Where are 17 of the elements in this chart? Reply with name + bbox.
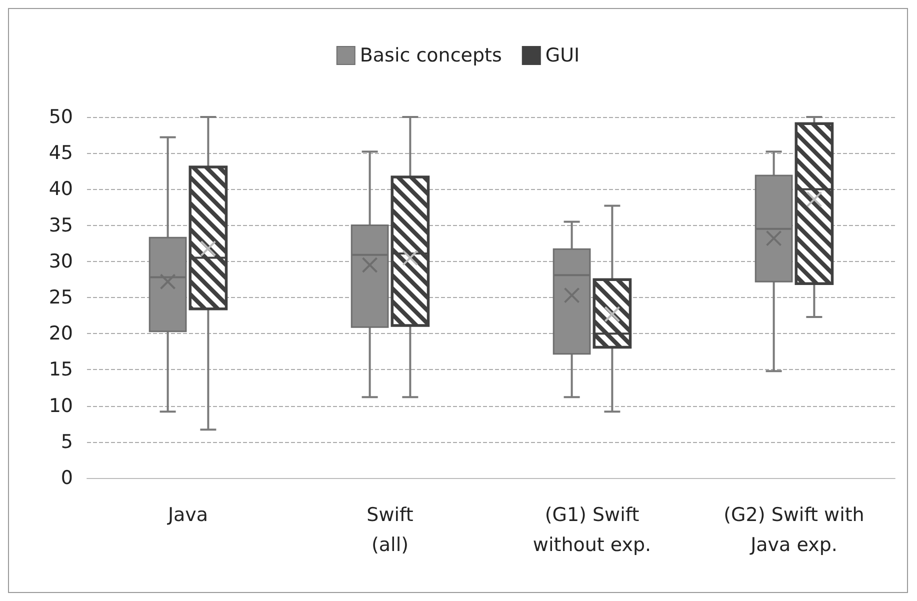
- x-tick-label: Java: [166, 504, 208, 526]
- y-tick-label: 50: [48, 106, 73, 128]
- x-tick-label: (G2) Swift with Java exp.: [724, 504, 864, 556]
- x-tick-label: Swift (all): [366, 504, 414, 556]
- y-tick-label: 30: [48, 250, 73, 272]
- y-tick-label: 45: [48, 142, 73, 164]
- y-tick-label: 35: [48, 214, 73, 236]
- y-tick-label: 40: [48, 178, 73, 200]
- y-tick-label: 0: [60, 467, 73, 489]
- y-tick-label: 5: [60, 430, 73, 453]
- x-tick-label: (G1) Swift without exp.: [532, 504, 652, 556]
- y-tick-label: 25: [48, 286, 73, 308]
- legend-label: GUI: [545, 44, 580, 66]
- y-tick-label: 10: [48, 394, 73, 417]
- y-tick-label: 20: [48, 322, 73, 345]
- y-tick-label: 15: [48, 358, 73, 381]
- legend-label: Basic concepts: [360, 44, 502, 66]
